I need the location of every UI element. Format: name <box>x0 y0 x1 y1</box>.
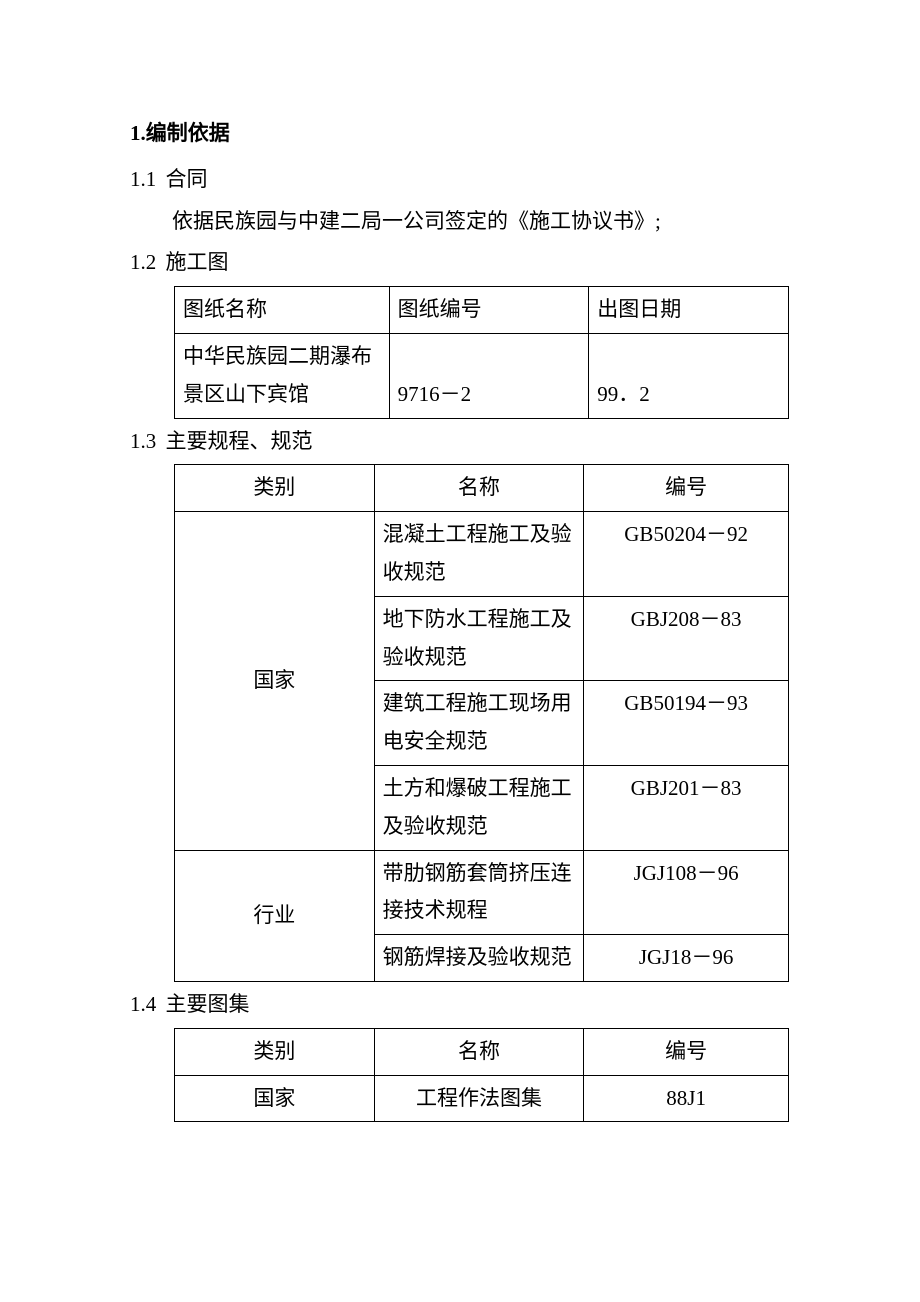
table-row: 国家 工程作法图集 88J1 <box>175 1075 789 1122</box>
atlas-table: 类别 名称 编号 国家 工程作法图集 88J1 <box>174 1028 789 1123</box>
table-row: 行业 带肋钢筋套筒挤压连接技术规程 JGJ108－96 <box>175 850 789 935</box>
table-row: 中华民族园二期瀑布景区山下宾馆 9716－2 99．2 <box>175 333 789 418</box>
table-cell: GBJ201－83 <box>584 765 789 850</box>
table-cell: GB50204－92 <box>584 512 789 597</box>
table-cell: GB50194－93 <box>584 681 789 766</box>
table-header-cell: 图纸编号 <box>389 287 589 334</box>
section-title: 合同 <box>166 167 208 191</box>
table-header-cell: 名称 <box>374 465 584 512</box>
table-header-cell: 类别 <box>175 465 375 512</box>
table-cell: 地下防水工程施工及验收规范 <box>374 596 584 681</box>
section-number: 1.3 <box>130 429 156 453</box>
table-header-cell: 名称 <box>374 1028 584 1075</box>
section-title: 施工图 <box>166 250 229 274</box>
table-cell: JGJ18－96 <box>584 935 789 982</box>
table-header-cell: 类别 <box>175 1028 375 1075</box>
section-title: 主要规程、规范 <box>166 429 313 453</box>
table-header-cell: 编号 <box>584 1028 789 1075</box>
table-header-row: 类别 名称 编号 <box>175 465 789 512</box>
heading-number: 1. <box>130 121 146 145</box>
section-number: 1.2 <box>130 250 156 274</box>
section-number: 1.4 <box>130 992 156 1016</box>
table-cell: 土方和爆破工程施工及验收规范 <box>374 765 584 850</box>
table-cell: GBJ208－83 <box>584 596 789 681</box>
table-header-row: 类别 名称 编号 <box>175 1028 789 1075</box>
section-1-2-header: 1.2 施工图 <box>130 244 790 282</box>
table-cell-category: 国家 <box>175 512 375 850</box>
table-cell: 工程作法图集 <box>374 1075 584 1122</box>
table-row: 国家 混凝土工程施工及验收规范 GB50204－92 <box>175 512 789 597</box>
table-cell: 建筑工程施工现场用电安全规范 <box>374 681 584 766</box>
section-1-4-header: 1.4 主要图集 <box>130 986 790 1024</box>
table-header-cell: 出图日期 <box>589 287 789 334</box>
section-1-1-header: 1.1 合同 <box>130 161 790 199</box>
table-row: 图纸名称 图纸编号 出图日期 <box>175 287 789 334</box>
table-cell: 88J1 <box>584 1075 789 1122</box>
standards-table: 类别 名称 编号 国家 混凝土工程施工及验收规范 GB50204－92 地下防水… <box>174 464 789 982</box>
table-cell: 9716－2 <box>389 333 589 418</box>
section-1-3-header: 1.3 主要规程、规范 <box>130 423 790 461</box>
table-cell: 带肋钢筋套筒挤压连接技术规程 <box>374 850 584 935</box>
section-title: 主要图集 <box>166 992 250 1016</box>
table-cell: 混凝土工程施工及验收规范 <box>374 512 584 597</box>
document-content: 1.编制依据 1.1 合同 依据民族园与中建二局一公司签定的《施工协议书》; 1… <box>130 115 790 1122</box>
table-cell: JGJ108－96 <box>584 850 789 935</box>
heading-1: 1.编制依据 <box>130 115 790 153</box>
table-cell: 钢筋焊接及验收规范 <box>374 935 584 982</box>
section-1-1-body: 依据民族园与中建二局一公司签定的《施工协议书》; <box>130 203 790 241</box>
table-cell: 国家 <box>175 1075 375 1122</box>
table-cell: 99．2 <box>589 333 789 418</box>
table-cell: 中华民族园二期瀑布景区山下宾馆 <box>175 333 390 418</box>
table-header-cell: 图纸名称 <box>175 287 390 334</box>
drawings-table: 图纸名称 图纸编号 出图日期 中华民族园二期瀑布景区山下宾馆 9716－2 99… <box>174 286 789 418</box>
heading-title: 编制依据 <box>146 121 230 145</box>
table-header-cell: 编号 <box>584 465 789 512</box>
section-number: 1.1 <box>130 167 156 191</box>
table-cell-category: 行业 <box>175 850 375 981</box>
